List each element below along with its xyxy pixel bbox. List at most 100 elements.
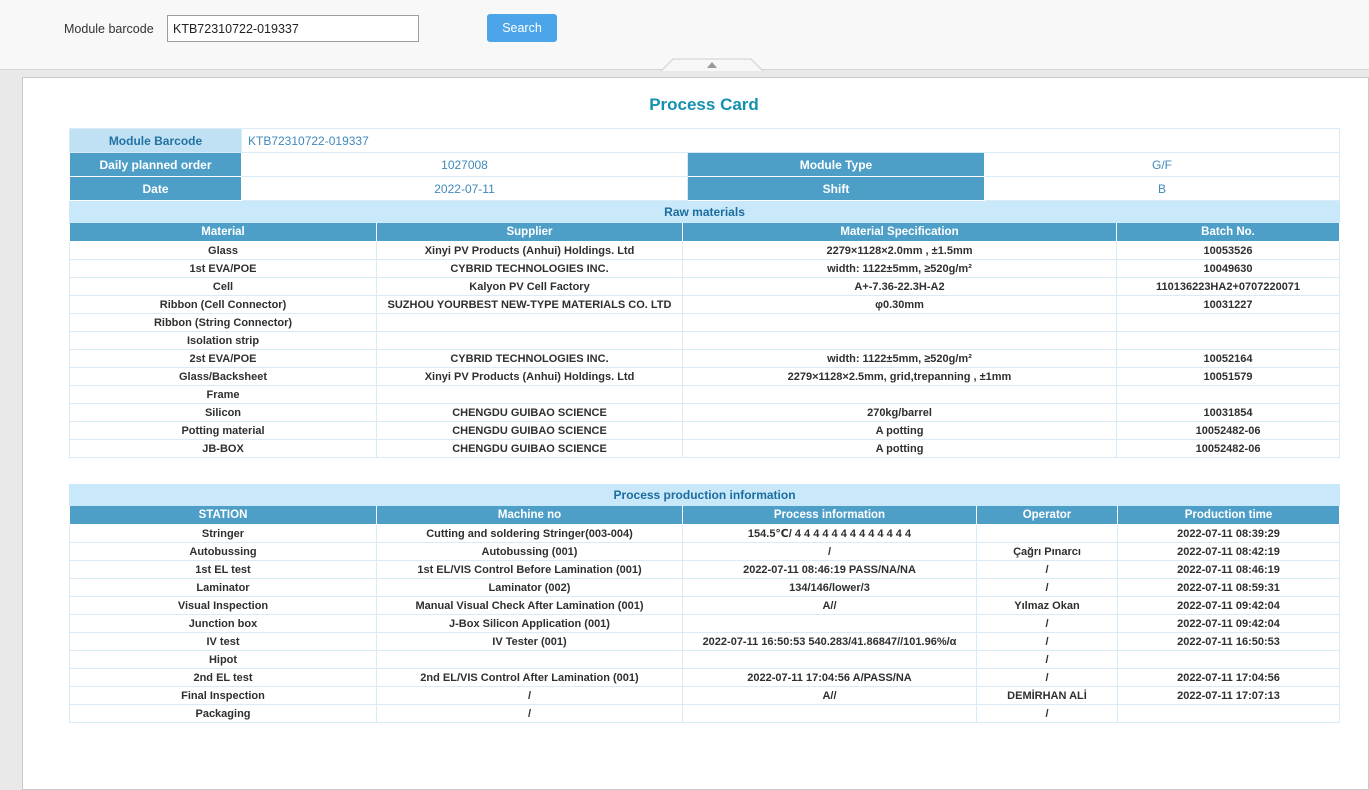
table-cell: 2279×1128×2.5mm, grid,trepanning , ±1mm: [682, 367, 1117, 386]
table-cell: Visual Inspection: [69, 596, 377, 615]
table-cell: CHENGDU GUIBAO SCIENCE: [376, 421, 683, 440]
column-header: STATION: [69, 505, 377, 525]
table-cell: [682, 614, 977, 633]
table-cell: Glass: [69, 241, 377, 260]
table-cell: 10051579: [1115, 367, 1341, 386]
table-row: Potting material CHENGDU GUIBAO SCIENCE A …: [69, 421, 1341, 440]
table-cell: Manual Visual Check After Lamination (00…: [376, 596, 683, 615]
table-row: Laminator Laminator (002) 134/146/lower/3/…: [69, 578, 1341, 597]
table-cell: [376, 331, 683, 350]
table-cell: 10049630: [1115, 259, 1341, 278]
table-cell: 2022-07-11 08:46:19: [1116, 560, 1341, 579]
table-cell: φ0.30mm: [682, 295, 1117, 314]
column-header: Material Specification: [682, 222, 1117, 242]
column-header: Supplier: [376, 222, 683, 242]
column-header: Operator: [976, 505, 1118, 525]
table-row: Glass Xinyi PV Products (Anhui) Holdings.…: [69, 241, 1341, 260]
table-cell: Autobussing: [69, 542, 377, 561]
table-cell: 2nd EL/VIS Control After Lamination (001…: [376, 668, 683, 687]
table-row: 2nd EL test 2nd EL/VIS Control After Lami…: [69, 668, 1341, 687]
table-cell: Potting material: [69, 421, 377, 440]
search-button[interactable]: Search: [487, 14, 557, 42]
table-row: Module Barcode KTB72310722-019337: [69, 128, 1340, 153]
table-cell: 2022-07-11 16:50:53 540.283/41.86847//10…: [682, 632, 977, 651]
process-section-title: Process production information: [68, 484, 1341, 506]
table-row: Autobussing Autobussing (001) / Çağrı Pınar…: [69, 542, 1341, 561]
table-cell: [1115, 385, 1341, 404]
top-search-bar: Module barcode Search: [0, 0, 1369, 70]
date-header: Date: [69, 176, 242, 201]
module-barcode-label: Module barcode: [64, 22, 154, 36]
table-cell: /: [976, 704, 1118, 723]
table-cell: 270kg/barrel: [682, 403, 1117, 422]
table-cell: Xinyi PV Products (Anhui) Holdings. Ltd: [376, 367, 683, 386]
table-cell: 2022-07-11 08:42:19: [1116, 542, 1341, 561]
shift-header: Shift: [687, 176, 985, 201]
table-cell: Final Inspection: [69, 686, 377, 705]
table-row: Daily planned order 1027008 Module Type …: [69, 152, 1340, 177]
shift-value: B: [984, 176, 1340, 201]
module-barcode-input[interactable]: [167, 15, 419, 42]
table-row: Process production information: [68, 484, 1341, 506]
table-cell: J-Box Silicon Application (001): [376, 614, 683, 633]
table-row: 2st EVA/POE CYBRID TECHNOLOGIES INC. width…: [69, 349, 1341, 368]
table-cell: Xinyi PV Products (Anhui) Holdings. Ltd: [376, 241, 683, 260]
table-cell: Isolation strip: [69, 331, 377, 350]
table-cell: SUZHOU YOURBEST NEW-TYPE MATERIALS CO. L…: [376, 295, 683, 314]
table-cell: IV Tester (001): [376, 632, 683, 651]
table-cell: 2022-07-11 09:42:04: [1116, 614, 1341, 633]
table-cell: Yılmaz Okan: [976, 596, 1118, 615]
table-row: Cell Kalyon PV Cell Factory A+-7.36-22.3H-…: [69, 277, 1341, 296]
table-cell: 10052482-06: [1115, 421, 1341, 440]
process-card-panel: Process Card Module Barcode KTB72310722-…: [22, 77, 1369, 790]
table-cell: 10052164: [1115, 349, 1341, 368]
column-header: Material: [69, 222, 377, 242]
table-cell: 10052482-06: [1115, 439, 1341, 458]
table-cell: [1115, 331, 1341, 350]
table-cell: Laminator (002): [376, 578, 683, 597]
table-cell: Packaging: [69, 704, 377, 723]
process-body: Stringer Cutting and soldering Stringer(0…: [69, 524, 1341, 723]
table-cell: width: 1122±5mm, ≥520g/m²: [682, 259, 1117, 278]
table-cell: Junction box: [69, 614, 377, 633]
table-cell: [682, 704, 977, 723]
module-type-header: Module Type: [687, 152, 985, 177]
table-cell: A+-7.36-22.3H-A2: [682, 277, 1117, 296]
table-cell: 2022-07-11 17:07:13: [1116, 686, 1341, 705]
table-cell: 2st EVA/POE: [69, 349, 377, 368]
module-barcode-header: Module Barcode: [69, 128, 242, 153]
table-cell: 2022-07-11 08:59:31: [1116, 578, 1341, 597]
table-cell: Cutting and soldering Stringer(003-004): [376, 524, 683, 543]
daily-planned-order-value: 1027008: [241, 152, 688, 177]
table-cell: CHENGDU GUIBAO SCIENCE: [376, 403, 683, 422]
table-cell: 110136223HA2+0707220071: [1115, 277, 1341, 296]
table-cell: Silicon: [69, 403, 377, 422]
table-cell: 134/146/lower/3: [682, 578, 977, 597]
table-cell: /: [976, 614, 1118, 633]
table-cell: A//: [682, 596, 977, 615]
table-cell: /: [376, 686, 683, 705]
date-value: 2022-07-11: [241, 176, 688, 201]
table-row: Glass/Backsheet Xinyi PV Products (Anhui)…: [69, 367, 1341, 386]
page-title: Process Card: [649, 95, 759, 114]
table-cell: Ribbon (Cell Connector): [69, 295, 377, 314]
table-cell: A//: [682, 686, 977, 705]
table-cell: /: [376, 704, 683, 723]
table-cell: IV test: [69, 632, 377, 651]
table-row: Ribbon (Cell Connector) SUZHOU YOURBEST N…: [69, 295, 1341, 314]
table-row: Frame: [69, 385, 1341, 404]
table-cell: [376, 313, 683, 332]
table-cell: CYBRID TECHNOLOGIES INC.: [376, 259, 683, 278]
collapse-handle[interactable]: [660, 57, 764, 72]
table-cell: Autobussing (001): [376, 542, 683, 561]
column-header: Machine no: [376, 505, 683, 525]
table-cell: Stringer: [69, 524, 377, 543]
table-row: Raw materials: [68, 201, 1341, 223]
column-header: Batch No.: [1115, 222, 1341, 242]
daily-planned-order-header: Daily planned order: [69, 152, 242, 177]
table-cell: Cell: [69, 277, 377, 296]
table-cell: [376, 650, 683, 669]
table-row: Packaging / /: [69, 704, 1341, 723]
table-row: Final Inspection / A//DEMİRHAN ALİ 2022-07-…: [69, 686, 1341, 705]
table-row: JB-BOX CHENGDU GUIBAO SCIENCE A potting 100…: [69, 439, 1341, 458]
